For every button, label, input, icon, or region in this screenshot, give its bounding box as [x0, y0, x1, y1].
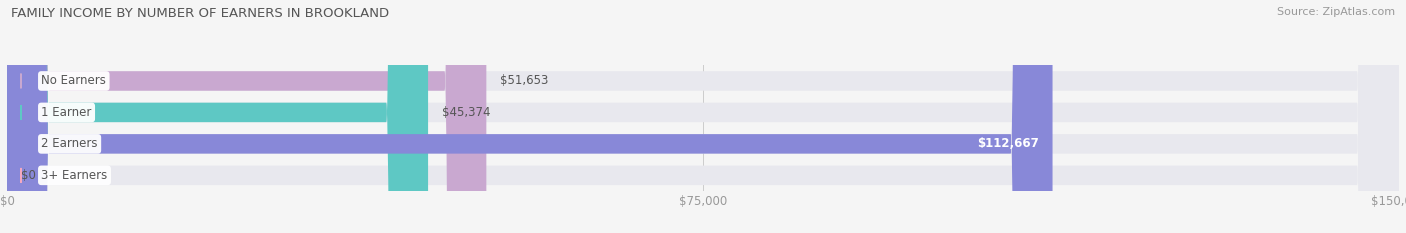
Text: 2 Earners: 2 Earners [41, 137, 98, 150]
FancyBboxPatch shape [7, 0, 427, 233]
Text: No Earners: No Earners [41, 75, 107, 87]
FancyBboxPatch shape [7, 0, 1399, 233]
Text: $51,653: $51,653 [501, 75, 548, 87]
FancyBboxPatch shape [7, 0, 1053, 233]
Text: FAMILY INCOME BY NUMBER OF EARNERS IN BROOKLAND: FAMILY INCOME BY NUMBER OF EARNERS IN BR… [11, 7, 389, 20]
FancyBboxPatch shape [7, 0, 1399, 233]
FancyBboxPatch shape [7, 0, 1399, 233]
Text: 3+ Earners: 3+ Earners [41, 169, 108, 182]
Text: $0: $0 [21, 169, 35, 182]
Text: 1 Earner: 1 Earner [41, 106, 91, 119]
Text: Source: ZipAtlas.com: Source: ZipAtlas.com [1277, 7, 1395, 17]
FancyBboxPatch shape [7, 0, 486, 233]
FancyBboxPatch shape [7, 0, 1399, 233]
Text: $45,374: $45,374 [441, 106, 491, 119]
Text: $112,667: $112,667 [977, 137, 1039, 150]
